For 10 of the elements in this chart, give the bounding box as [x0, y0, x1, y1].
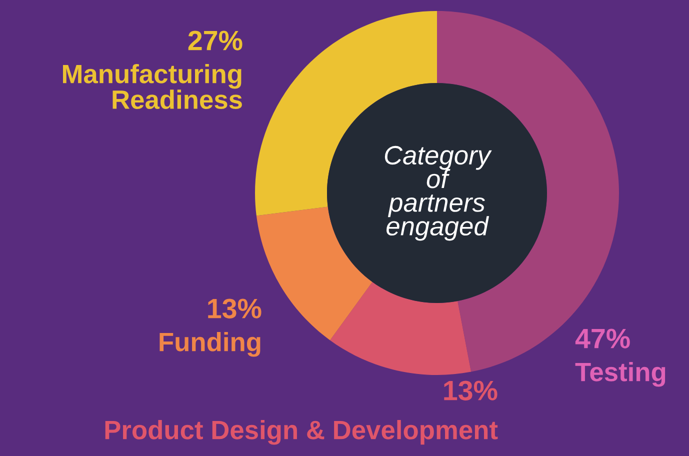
- slice-label: Product Design & Development: [105, 420, 498, 445]
- text: Category of partners engaged: [384, 146, 492, 241]
- slice-label: Manufacturing Readiness: [62, 64, 242, 110]
- donut-slice: [330, 282, 472, 375]
- slice-label: Testing: [575, 362, 666, 387]
- data-label: 13%: [208, 298, 262, 318]
- slice-label: Funding: [160, 332, 260, 357]
- data-label: 27%: [188, 30, 242, 50]
- data-label: 47%: [575, 328, 630, 348]
- data-label: 13%: [444, 380, 498, 400]
